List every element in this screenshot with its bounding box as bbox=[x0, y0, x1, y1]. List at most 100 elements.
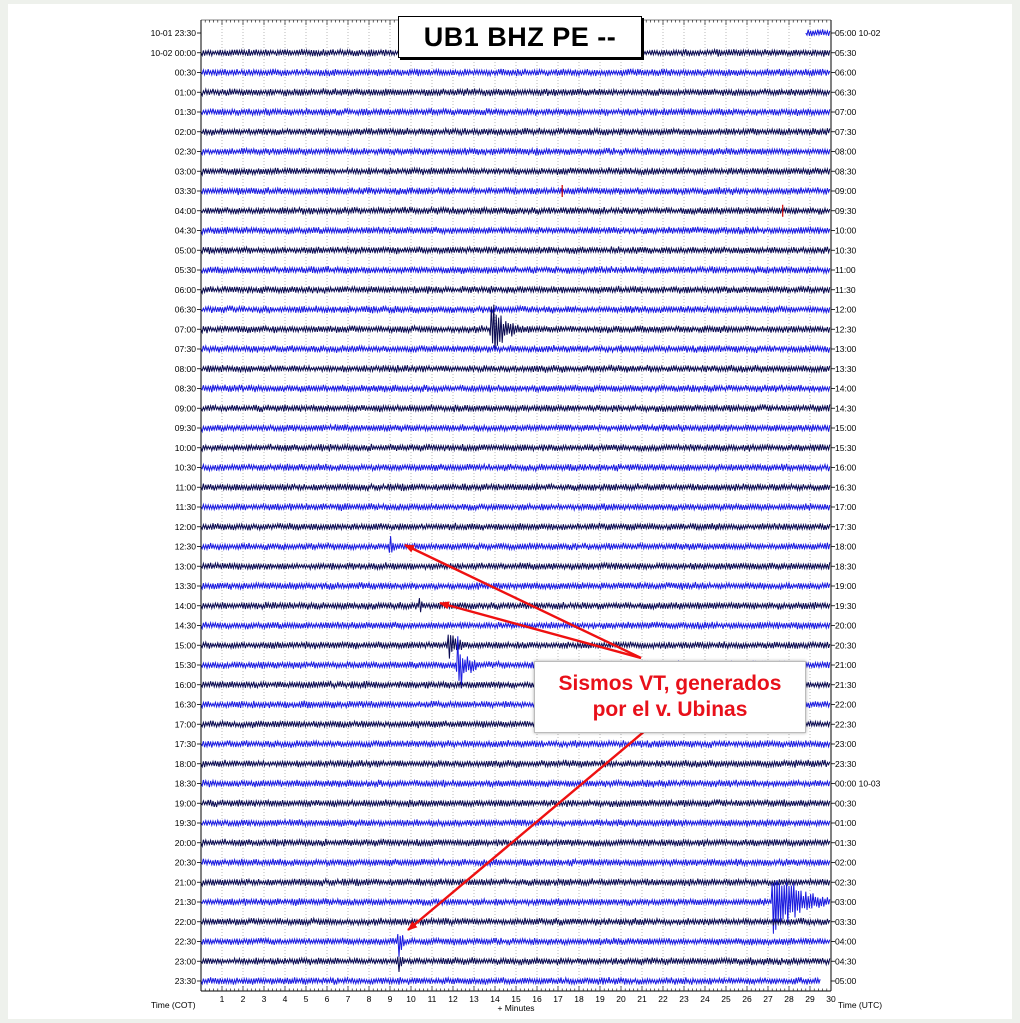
row-label-left: 17:30 bbox=[175, 739, 197, 749]
seismic-trace-row bbox=[200, 146, 831, 157]
row-label-right: 23:00 bbox=[835, 739, 857, 749]
axis-labels: 10-01 23:30 10-02 00:00 00:30 01:00 01:30 02:… bbox=[151, 28, 883, 1013]
seismic-trace-row bbox=[200, 265, 831, 276]
seismic-trace-row bbox=[200, 67, 831, 78]
row-label-right: 16:00 bbox=[835, 463, 857, 473]
seismic-trace-row bbox=[200, 778, 831, 789]
station-title: UB1 BHZ PE -- bbox=[423, 21, 617, 52]
row-label-right: 00:00 10-03 bbox=[835, 779, 881, 789]
row-label-right: 12:00 bbox=[835, 305, 857, 315]
x-tick-label: 13 bbox=[469, 994, 479, 1004]
row-label-right: 11:00 bbox=[835, 265, 856, 275]
annotation-box: Sismos VT, generados por el v. Ubinas bbox=[534, 661, 806, 733]
row-label-right: 15:00 bbox=[835, 423, 857, 433]
left-axis-title: Time (COT) bbox=[151, 1000, 196, 1010]
station-title-box: UB1 BHZ PE -- bbox=[398, 16, 642, 58]
row-label-left: 12:30 bbox=[175, 542, 197, 552]
seismic-trace-row bbox=[200, 383, 831, 394]
seismic-trace-row bbox=[200, 976, 821, 986]
row-label-left: 13:30 bbox=[175, 581, 197, 591]
row-label-left: 14:00 bbox=[175, 601, 197, 611]
x-tick-label: 3 bbox=[262, 994, 267, 1004]
x-tick-label: 30 bbox=[826, 994, 836, 1004]
row-label-left: 13:00 bbox=[175, 561, 197, 571]
row-label-right: 09:00 bbox=[835, 186, 857, 196]
x-tick-label: 10 bbox=[406, 994, 416, 1004]
row-label-left: 01:30 bbox=[175, 107, 197, 117]
row-label-right: 23:30 bbox=[835, 759, 857, 769]
row-label-right: 03:30 bbox=[835, 917, 857, 927]
row-label-left: 19:00 bbox=[175, 798, 197, 808]
annotation-arrow bbox=[407, 729, 647, 931]
row-label-left: 21:00 bbox=[175, 877, 197, 887]
row-label-right: 14:30 bbox=[835, 403, 857, 413]
seismic-trace-row bbox=[200, 107, 831, 118]
x-tick-label: 20 bbox=[616, 994, 626, 1004]
row-label-right: 13:00 bbox=[835, 344, 857, 354]
row-label-right: 02:30 bbox=[835, 877, 857, 887]
row-label-right: 19:30 bbox=[835, 601, 857, 611]
row-label-right: 08:00 bbox=[835, 147, 857, 157]
row-label-left: 03:30 bbox=[175, 186, 197, 196]
row-label-right: 07:00 bbox=[835, 107, 857, 117]
seismic-trace-row bbox=[200, 225, 831, 237]
x-tick-label: 11 bbox=[428, 994, 437, 1004]
x-tick-label: 26 bbox=[742, 994, 752, 1004]
row-label-right: 21:00 bbox=[835, 660, 857, 670]
seismic-trace-row bbox=[200, 817, 831, 828]
row-label-left: 20:00 bbox=[175, 838, 197, 848]
row-label-left: 20:30 bbox=[175, 858, 197, 868]
row-label-right: 06:30 bbox=[835, 87, 857, 97]
x-tick-label: 18 bbox=[574, 994, 584, 1004]
seismic-trace-row bbox=[200, 598, 831, 613]
row-label-right: 09:30 bbox=[835, 206, 857, 216]
x-tick-label: 23 bbox=[679, 994, 689, 1004]
row-label-right: 18:30 bbox=[835, 561, 857, 571]
row-label-right: 00:30 bbox=[835, 798, 857, 808]
row-label-left: 15:30 bbox=[175, 660, 197, 670]
row-label-left: 22:00 bbox=[175, 917, 197, 927]
seismic-trace-row bbox=[200, 284, 831, 296]
annotation-arrow bbox=[439, 601, 642, 660]
seismic-trace-row bbox=[200, 87, 831, 98]
seismic-trace-row bbox=[200, 126, 831, 137]
row-label-left: 19:30 bbox=[175, 818, 197, 828]
x-tick-label: 8 bbox=[367, 994, 372, 1004]
row-label-right: 05:30 bbox=[835, 48, 857, 58]
x-tick-label: 12 bbox=[448, 994, 458, 1004]
row-label-right: 20:30 bbox=[835, 640, 857, 650]
x-tick-label: 4 bbox=[283, 994, 288, 1004]
seismic-trace-row bbox=[200, 857, 831, 868]
row-label-left: 09:00 bbox=[175, 403, 197, 413]
x-tick-label: 7 bbox=[346, 994, 351, 1004]
seismic-trace-row bbox=[200, 758, 831, 769]
row-label-left: 07:00 bbox=[175, 324, 197, 334]
annotation-line-2: por el v. Ubinas bbox=[592, 698, 748, 721]
row-label-right: 08:30 bbox=[835, 166, 857, 176]
row-label-left: 16:30 bbox=[175, 700, 197, 710]
seismic-trace-row bbox=[805, 28, 831, 37]
seismic-trace-row bbox=[200, 166, 831, 177]
row-label-left: 03:00 bbox=[175, 166, 197, 176]
row-label-left: 04:00 bbox=[175, 206, 197, 216]
helicorder-plot: 10-01 23:30 10-02 00:00 00:30 01:00 01:30 02:… bbox=[151, 19, 883, 1013]
seismic-trace-row bbox=[200, 442, 831, 453]
row-label-right: 04:00 bbox=[835, 937, 857, 947]
row-label-left: 06:00 bbox=[175, 285, 197, 295]
row-label-left: 10-02 00:00 bbox=[151, 48, 197, 58]
seismic-trace-row bbox=[200, 933, 831, 957]
seismic-trace-row bbox=[200, 422, 831, 434]
row-label-left: 11:30 bbox=[175, 502, 196, 512]
row-label-right: 19:00 bbox=[835, 581, 857, 591]
x-tick-label: 21 bbox=[637, 994, 647, 1004]
seismic-trace-row bbox=[200, 580, 831, 591]
row-label-left: 00:30 bbox=[175, 68, 197, 78]
row-label-left: 18:00 bbox=[175, 759, 197, 769]
annotation-arrow bbox=[404, 543, 642, 660]
seismic-trace-row bbox=[200, 462, 831, 473]
seismic-trace-row bbox=[200, 186, 831, 197]
row-label-right: 16:30 bbox=[835, 482, 857, 492]
seismic-trace-row bbox=[200, 482, 831, 493]
x-tick-label: 22 bbox=[658, 994, 668, 1004]
x-tick-label: 17 bbox=[553, 994, 563, 1004]
